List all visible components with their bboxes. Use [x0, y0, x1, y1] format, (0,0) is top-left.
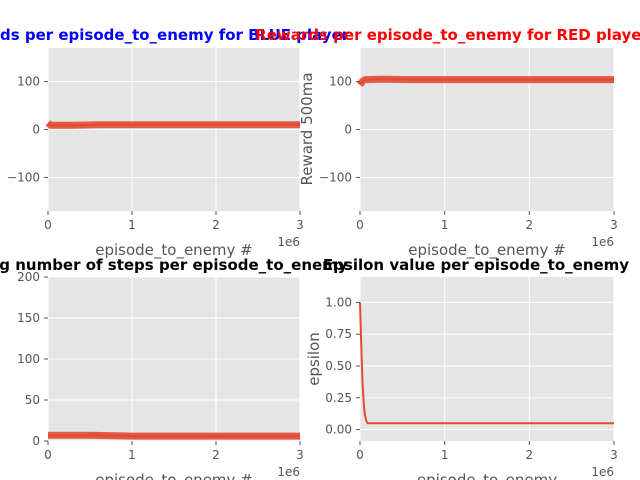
chart-title: Moving number of steps per episode_to_en…: [0, 256, 348, 274]
y-tick-label: −100: [7, 170, 40, 184]
y-tick-label: 50: [25, 393, 40, 407]
series-line: [359, 302, 614, 425]
x-offset-label: 1e6: [277, 465, 300, 479]
x-tick-label: 1: [128, 218, 136, 232]
y-tick-label: 0.50: [325, 359, 352, 373]
x-tick-label: 3: [296, 218, 304, 232]
x-tick-label: 2: [212, 448, 220, 462]
y-axis-label: Reward 500ma: [298, 72, 316, 185]
x-tick-label: 1: [441, 448, 449, 462]
series-line: [47, 122, 300, 127]
series-line: [48, 434, 300, 438]
x-tick-label: 3: [296, 448, 304, 462]
subplot-2: 0 1 2 3 100 0 −100 1e6 episode_to_enemy # Reward …: [255, 26, 640, 260]
y-tick-label: 100: [329, 75, 352, 89]
x-tick-label: 1: [128, 448, 136, 462]
chart-title: Rewards per episode_to_enemy for RED pla…: [255, 26, 640, 44]
x-tick-label: 3: [610, 218, 618, 232]
y-axis-label: epsilon: [305, 332, 323, 386]
y-tick-label: 200: [17, 270, 40, 284]
y-tick-label: 0.75: [325, 327, 352, 341]
x-axis-label: episode_to_enemy #: [408, 241, 566, 260]
y-tick-label: 150: [17, 311, 40, 325]
x-tick-label: 1: [441, 218, 449, 232]
y-tick-label: −100: [319, 170, 352, 184]
y-tick-label: 0: [32, 123, 40, 137]
x-tick-label: 2: [526, 448, 534, 462]
y-tick-label: 0.25: [325, 391, 352, 405]
x-axis-label: episode_to_enemy: [417, 471, 557, 480]
x-tick-label: 3: [610, 448, 618, 462]
y-tick-label: 1.00: [325, 295, 352, 309]
x-offset-label: 1e6: [591, 465, 614, 479]
x-tick-label: 0: [44, 218, 52, 232]
plot-area: [360, 277, 614, 441]
y-tick-label: 100: [17, 352, 40, 366]
subplot-4: 0 1 2 3 1.00 0.75 0.50 0.25 0.00 1e6 episode_to_en…: [305, 256, 629, 480]
x-tick-label: 2: [212, 218, 220, 232]
x-offset-label: 1e6: [277, 235, 300, 249]
x-axis-label: episode_to_enemy #: [95, 241, 253, 260]
x-tick-label: 0: [356, 448, 364, 462]
subplot-3: 0 1 2 3 200 150 100 50 0 1e6 episode_to_enemy # Mov…: [0, 256, 348, 480]
chart-title: Rewards per episode_to_enemy for BLUE pl…: [0, 26, 350, 44]
x-tick-label: 2: [526, 218, 534, 232]
y-tick-label: 0: [32, 434, 40, 448]
subplot-1: 0 1 2 3 100 0 −100 1e6 episode_to_enemy # Rewards…: [0, 26, 350, 260]
series-line: [359, 78, 614, 86]
chart-title: Epsilon value per episode_to_enemy: [323, 256, 629, 274]
y-tick-label: 100: [17, 75, 40, 89]
y-tick-label: 0.00: [325, 423, 352, 437]
x-offset-label: 1e6: [591, 235, 614, 249]
x-tick-label: 0: [44, 448, 52, 462]
x-tick-label: 0: [356, 218, 364, 232]
x-axis-label: episode_to_enemy #: [95, 471, 253, 480]
y-tick-label: 0: [344, 123, 352, 137]
